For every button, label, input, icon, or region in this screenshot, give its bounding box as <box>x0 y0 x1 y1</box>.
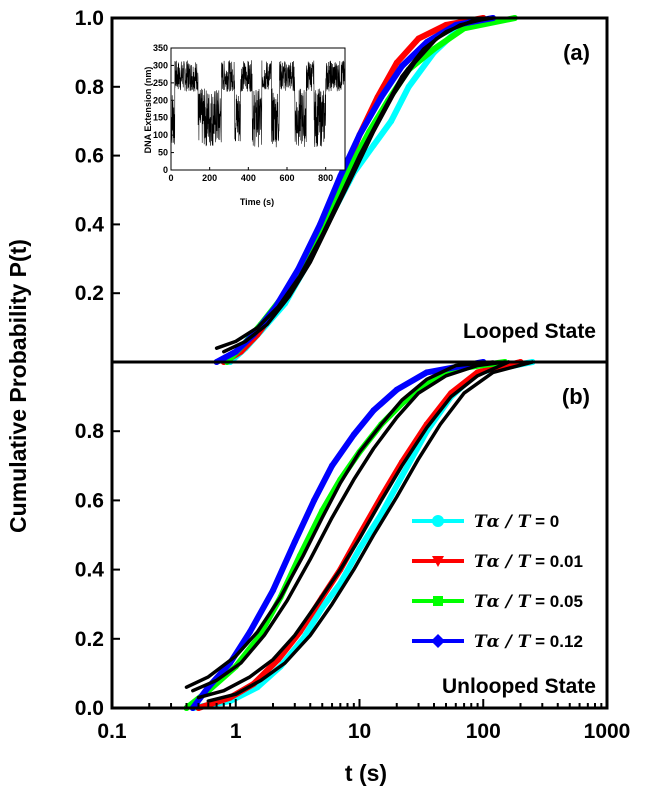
legend-label: Tα / T = 0.01 <box>474 552 583 572</box>
inset-y-tick-label: 250 <box>153 78 168 88</box>
y-tick-label-b: 0.2 <box>75 628 104 651</box>
legend-value: = 0.05 <box>530 592 582 611</box>
data-point <box>246 628 253 635</box>
y-tick-label-a: 0.8 <box>75 76 105 99</box>
data-point <box>378 511 385 518</box>
panel-a-plot <box>213 15 518 365</box>
data-point <box>329 462 335 469</box>
data-point <box>311 497 318 504</box>
panel-b-fit-1 <box>191 360 507 693</box>
inset-x-tick-label: 400 <box>241 173 256 183</box>
legend-label: Tα / T = 0.05 <box>474 592 583 612</box>
legend-symbol: Tα / T <box>474 592 532 612</box>
x-tick-label: 100 <box>466 720 501 743</box>
legend-value: = 0.01 <box>530 552 582 571</box>
legend-item-2: Tα / T = 0.05 <box>412 592 583 612</box>
inset-x-axis-title: Time (s) <box>240 197 274 207</box>
data-point <box>431 46 437 52</box>
data-point <box>393 59 400 66</box>
inset-y-tick-label: 300 <box>153 60 168 70</box>
data-point <box>370 142 377 149</box>
x-tick-label: 1 <box>230 720 242 743</box>
data-point <box>337 173 344 180</box>
axes-layer: 0.2 0.4 0.6 0.8 1.0 0.0 0.2 0.4 0.6 0.8 0.1 1 10 100 1… <box>75 7 631 743</box>
data-point <box>415 35 422 42</box>
legend-symbol: Tα / T <box>474 512 532 532</box>
inset-extension-trace <box>170 60 346 148</box>
data-point <box>319 604 326 611</box>
legend-marker <box>432 556 444 567</box>
inset-y-tick-label: 50 <box>158 148 168 158</box>
x-tick-label: 1000 <box>584 720 631 743</box>
legend-value: = 0 <box>530 512 559 531</box>
data-point <box>356 545 363 552</box>
inset-x-tick-label: 800 <box>318 173 333 183</box>
panel-b-plot <box>183 359 536 711</box>
panel-b-state-label: Unlooped State <box>442 675 596 698</box>
y-tick-label-a: 0.6 <box>75 145 104 168</box>
data-point <box>317 221 324 228</box>
legend-label: Tα / T = 0 <box>474 512 559 532</box>
y-axis-title: Cumulative Probability P(t) <box>5 239 31 533</box>
data-point <box>291 538 298 545</box>
x-tick-label: 10 <box>348 720 371 743</box>
data-point <box>295 266 302 273</box>
data-point <box>405 83 412 90</box>
panel-a-label: (a) <box>563 40 590 65</box>
data-point <box>423 369 430 376</box>
data-point <box>350 431 357 438</box>
data-point <box>356 132 363 138</box>
data-point <box>370 407 377 414</box>
panel-a-state-label: Looped State <box>463 320 596 343</box>
inset-trace: 0 50 100 150 200 250 300 350 0 200 400 600 800 <box>153 43 346 183</box>
y-tick-label-b: 0.0 <box>75 697 104 720</box>
legend-symbol: Tα / T <box>474 552 532 572</box>
inset-y-tick-label: 350 <box>153 43 168 53</box>
y-tick-label-b: 0.4 <box>75 559 105 582</box>
data-point <box>270 587 276 594</box>
inset-y-tick-label: 150 <box>153 113 168 123</box>
inset-y-tick-label: 200 <box>153 95 168 105</box>
y-tick-label-b: 0.6 <box>75 489 104 512</box>
data-point <box>388 118 395 125</box>
data-point <box>398 63 405 70</box>
x-tick-label: 0.1 <box>97 720 127 743</box>
inset-x-tick-label: 0 <box>168 173 173 183</box>
panel-b-label: (b) <box>562 384 590 409</box>
data-point <box>232 348 239 355</box>
inset-x-tick-label: 200 <box>202 173 217 183</box>
y-tick-label-a: 0.2 <box>75 282 104 305</box>
x-axis-title: t (s) <box>345 760 387 786</box>
inset-y-axis-title: DNA Extension (nm) <box>143 67 153 154</box>
legend-marker <box>433 596 443 606</box>
legend-marker <box>431 634 445 648</box>
panel-a-fit-1 <box>222 16 491 354</box>
y-tick-label-a: 1.0 <box>75 7 104 30</box>
legend-symbol: Tα / T <box>474 632 532 652</box>
data-point <box>337 580 344 587</box>
inset-y-tick-label: 0 <box>163 165 168 175</box>
data-point <box>398 473 405 480</box>
y-tick-label-a: 0.4 <box>75 213 105 236</box>
inset-y-tick-label: 100 <box>153 130 168 140</box>
inset-x-tick-label: 600 <box>279 173 294 183</box>
panel-b-fit-3 <box>206 360 535 703</box>
legend-item-1: Tα / T = 0.01 <box>412 552 583 572</box>
legend-marker <box>432 515 444 527</box>
panel-b-fit-2 <box>196 360 511 700</box>
legend-value: = 0.12 <box>530 632 582 651</box>
plot-layer <box>183 15 536 711</box>
data-point <box>393 386 400 393</box>
series-line <box>183 359 508 711</box>
y-tick-label-b: 0.8 <box>75 420 105 443</box>
legend-item-3: Tα / T = 0.12 <box>412 632 583 652</box>
legend-label: Tα / T = 0.12 <box>474 632 583 652</box>
panel-b-fit-0 <box>184 360 495 689</box>
legend-item-0: Tα / T = 0 <box>412 512 559 532</box>
data-point <box>378 94 385 101</box>
